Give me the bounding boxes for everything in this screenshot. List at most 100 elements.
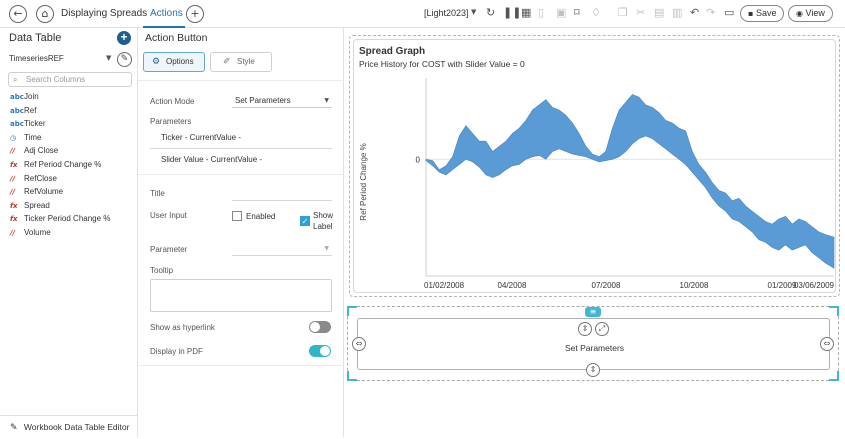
column-item[interactable]: abcJoin — [10, 91, 39, 103]
column-name: Ticker — [24, 119, 46, 129]
action-mode-select[interactable]: Set Parameters ▼ — [232, 94, 332, 108]
resize-vertical-icon[interactable]: ⇕ — [586, 363, 600, 377]
refresh-icon[interactable]: ↻ — [486, 6, 496, 19]
delete-icon[interactable]: ▥ — [672, 6, 683, 19]
enabled-checkbox[interactable] — [232, 211, 242, 221]
parameter-label: Parameter — [150, 245, 188, 254]
column-name: Ticker Period Change % — [24, 214, 111, 224]
resize-vertical-icon[interactable]: ⇕ — [578, 322, 592, 336]
toggle-knob — [320, 346, 330, 356]
dashboard-canvas: Spread Graph Price History for COST with… — [344, 28, 845, 437]
cut-icon[interactable]: ✂ — [636, 6, 646, 19]
add-data-icon[interactable]: + — [117, 31, 131, 45]
export-pdf-icon[interactable]: ▯ — [538, 6, 545, 19]
enabled-label: Enabled — [246, 212, 276, 221]
export-image-icon[interactable]: ▣ — [556, 6, 567, 19]
chevron-down-icon[interactable]: ▼ — [106, 54, 112, 62]
home-icon[interactable]: ⌂ — [36, 5, 54, 23]
redo-icon[interactable]: ↷ — [706, 6, 716, 19]
data-table-title: Data Table — [9, 32, 62, 44]
brush-icon: ✐ — [223, 57, 231, 67]
x-tick-label: 01/02/2008 — [424, 281, 465, 290]
parameter-slider[interactable]: Slider Value - CurrentValue - — [161, 155, 263, 164]
numeric-type-icon: ∕∕ — [10, 174, 16, 183]
resize-horizontal-icon[interactable]: ⇔ — [352, 337, 366, 351]
parameter-select[interactable]: ▼ — [232, 242, 332, 256]
comment-icon[interactable]: ▭ — [724, 6, 735, 19]
view-button[interactable]: ◉ View — [788, 5, 833, 22]
numeric-type-icon: ∕∕ — [10, 147, 16, 156]
workbook-editor-label: Workbook Data Table Editor — [23, 422, 130, 432]
column-name: RefVolume — [24, 187, 64, 197]
fit-icon[interactable]: ⤢ — [595, 322, 609, 336]
divider — [138, 174, 344, 175]
back-icon[interactable]: ← — [9, 5, 27, 23]
undo-icon[interactable]: ↶ — [690, 6, 700, 19]
data-source-select[interactable]: TimeseriesREF — [9, 54, 64, 63]
data-table-panel: Data Table + TimeseriesREF ▼ ✎ ⌕ Search … — [0, 28, 138, 437]
gear-icon: ⚙ — [152, 57, 161, 67]
resize-corner[interactable] — [347, 371, 357, 381]
column-item[interactable]: fx Ref Period Change % — [10, 159, 101, 171]
style-tab[interactable]: ✐ Style — [210, 52, 272, 72]
x-tick-label: 04/2008 — [498, 281, 527, 290]
drag-handle-icon[interactable]: ≡ — [585, 307, 601, 317]
parameter-ticker[interactable]: Ticker - CurrentValue - — [161, 133, 242, 142]
action-button[interactable]: Set Parameters — [357, 318, 830, 370]
column-item[interactable]: ∕∕ RefVolume — [10, 186, 63, 198]
text-type-icon: abc — [10, 120, 24, 129]
x-tick-label: 03/06/2009 — [794, 281, 835, 290]
resize-corner[interactable] — [829, 371, 839, 381]
action-button-title: Action Button — [145, 32, 208, 44]
search-input[interactable]: ⌕ Search Columns — [8, 72, 132, 87]
save-button[interactable]: ▪ Save — [740, 5, 785, 22]
resize-corner[interactable] — [829, 306, 839, 316]
bell-icon[interactable]: ♢ — [591, 6, 601, 19]
view-label: View — [805, 8, 825, 18]
spread-band — [425, 94, 835, 269]
spread-graph-container[interactable]: Spread Graph Price History for COST with… — [349, 35, 840, 297]
bookmark-icon[interactable]: ⌑ — [574, 6, 580, 19]
column-name: Time — [24, 132, 42, 142]
column-item[interactable]: ∕∕ Volume — [10, 227, 51, 239]
column-item[interactable]: ∕∕ Adj Close — [10, 145, 58, 157]
pause-icon[interactable]: ❚❚ — [503, 6, 522, 19]
snapshot-icon[interactable]: ▦ — [521, 6, 532, 19]
user-input-label: User Input — [150, 211, 187, 220]
options-tab[interactable]: ⚙ Options — [143, 52, 205, 72]
chevron-down-icon[interactable]: ▼ — [471, 8, 477, 16]
title-input[interactable] — [232, 200, 332, 201]
selection-frame — [347, 306, 839, 381]
action-button-container[interactable]: ≡ Set Parameters ⇕ ⤢ ⇔ ⇔ ⇕ — [347, 306, 839, 381]
eye-icon: ◉ — [796, 9, 803, 18]
display-pdf-toggle[interactable] — [309, 345, 331, 357]
column-item[interactable]: fx Ticker Period Change % — [10, 213, 110, 225]
theme-selector[interactable]: [Light2023] — [424, 8, 469, 18]
show-label-checkbox[interactable]: ✓ — [300, 216, 310, 226]
workbook-editor-link[interactable]: ✎ Workbook Data Table Editor — [0, 415, 138, 437]
column-item[interactable]: fx Spread — [10, 200, 50, 212]
edit-icon: ✎ — [10, 423, 18, 433]
formula-icon: fx — [10, 201, 18, 210]
resize-horizontal-icon[interactable]: ⇔ — [820, 337, 834, 351]
edit-data-source-icon[interactable]: ✎ — [117, 52, 132, 67]
tab-actions[interactable]: Actions — [143, 0, 185, 28]
options-label: Options — [166, 57, 194, 66]
hyperlink-toggle[interactable] — [309, 321, 331, 333]
title-label: Title — [150, 189, 165, 198]
add-tab-icon[interactable]: + — [186, 5, 204, 23]
parameters-label: Parameters — [150, 117, 192, 126]
resize-corner[interactable] — [347, 306, 357, 316]
formula-icon: fx — [10, 161, 18, 169]
numeric-type-icon: ∕∕ — [10, 188, 16, 197]
paste-icon[interactable]: ▤ — [654, 6, 665, 19]
copy-icon[interactable]: ❐ — [618, 6, 628, 19]
tooltip-textarea[interactable] — [150, 279, 332, 312]
display-pdf-label: Display in PDF — [150, 347, 203, 356]
breadcrumb[interactable]: Displaying Spreads — [61, 8, 148, 19]
tab-actions-label: Actions — [150, 8, 183, 19]
column-item[interactable]: ◷ Time — [10, 132, 41, 144]
column-item[interactable]: abcTicker — [10, 118, 45, 130]
column-item[interactable]: ∕∕ RefClose — [10, 173, 57, 185]
column-item[interactable]: abcRef — [10, 105, 36, 117]
